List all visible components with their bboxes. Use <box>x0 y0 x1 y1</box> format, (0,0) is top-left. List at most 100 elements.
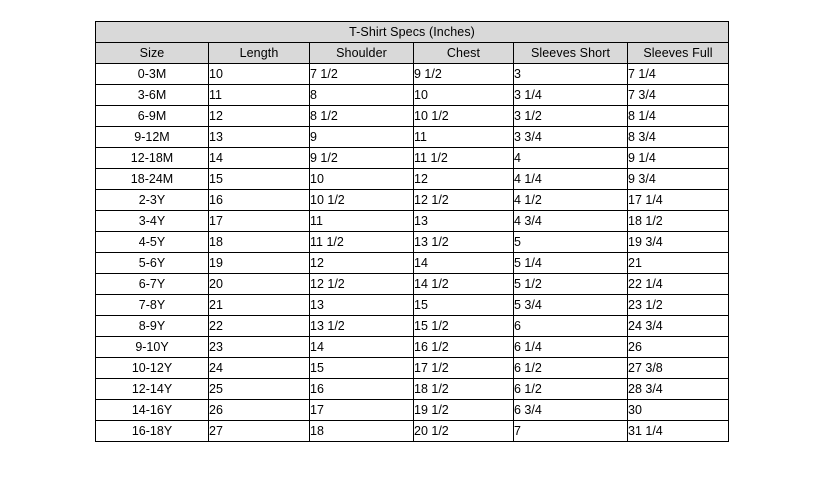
table-row: 0-3M 10 7 1/2 9 1/2 3 7 1/4 <box>95 63 730 85</box>
cell-chest: 14 1/2 <box>413 273 514 295</box>
cell-sleeves_full: 17 1/4 <box>626 189 730 211</box>
cell-length: 17 <box>208 210 310 232</box>
cell-length: 20 <box>208 273 310 295</box>
cell-sleeves_full: 24 3/4 <box>626 315 730 337</box>
cell-sleeves_full: 9 1/4 <box>626 147 730 169</box>
cell-size: 12-18M <box>95 147 209 169</box>
cell-size: 7-8Y <box>95 294 209 316</box>
cell-shoulder: 10 1/2 <box>309 189 414 211</box>
table-title-row: T-Shirt Specs (Inches) <box>94 21 730 43</box>
cell-sleeves_short: 3 3/4 <box>513 126 628 148</box>
table-row: 9-12M 13 9 11 3 3/4 8 3/4 <box>95 126 730 148</box>
table-row: 2-3Y 16 10 1/2 12 1/2 4 1/2 17 1/4 <box>95 189 730 211</box>
cell-length: 27 <box>208 420 310 442</box>
cell-sleeves_short: 3 1/2 <box>513 105 628 127</box>
cell-sleeves_short: 7 <box>513 420 628 442</box>
cell-size: 0-3M <box>95 63 209 85</box>
cell-sleeves_full: 8 3/4 <box>626 126 730 148</box>
cell-shoulder: 11 <box>309 210 414 232</box>
cell-sleeves_full: 31 1/4 <box>626 420 730 442</box>
cell-shoulder: 13 1/2 <box>309 315 414 337</box>
cell-length: 24 <box>208 357 310 379</box>
table-title: T-Shirt Specs (Inches) <box>94 21 730 43</box>
cell-chest: 18 1/2 <box>413 378 514 400</box>
table-row: 7-8Y 21 13 15 5 3/4 23 1/2 <box>95 294 730 316</box>
cell-sleeves_short: 6 <box>513 315 628 337</box>
cell-sleeves_full: 28 3/4 <box>626 378 730 400</box>
cell-length: 25 <box>208 378 310 400</box>
cell-length: 16 <box>208 189 310 211</box>
cell-sleeves_full: 9 3/4 <box>626 168 730 190</box>
cell-chest: 17 1/2 <box>413 357 514 379</box>
cell-shoulder: 8 <box>309 84 414 106</box>
cell-length: 14 <box>208 147 310 169</box>
cell-chest: 10 1/2 <box>413 105 514 127</box>
cell-sleeves_full: 23 1/2 <box>626 294 730 316</box>
cell-sleeves_full: 22 1/4 <box>626 273 730 295</box>
cell-shoulder: 11 1/2 <box>309 231 414 253</box>
table-header-row: Size Length Shoulder Chest Sleeves Short Slee… <box>95 42 730 64</box>
cell-chest: 19 1/2 <box>413 399 514 421</box>
cell-size: 10-12Y <box>95 357 209 379</box>
table-row: 18-24M 15 10 12 4 1/4 9 3/4 <box>95 168 730 190</box>
table-row: 10-12Y 24 15 17 1/2 6 1/2 27 3/8 <box>95 357 730 379</box>
cell-sleeves_full: 7 3/4 <box>626 84 730 106</box>
cell-shoulder: 8 1/2 <box>309 105 414 127</box>
cell-chest: 11 <box>413 126 514 148</box>
cell-length: 15 <box>208 168 310 190</box>
cell-chest: 20 1/2 <box>413 420 514 442</box>
column-header-size: Size <box>95 42 209 64</box>
cell-shoulder: 17 <box>309 399 414 421</box>
cell-size: 18-24M <box>95 168 209 190</box>
cell-shoulder: 10 <box>309 168 414 190</box>
cell-length: 23 <box>208 336 310 358</box>
cell-sleeves_short: 4 3/4 <box>513 210 628 232</box>
cell-size: 3-6M <box>95 84 209 106</box>
cell-size: 2-3Y <box>95 189 209 211</box>
table-head: T-Shirt Specs (Inches) Size Length Shoulde… <box>94 21 730 64</box>
cell-chest: 13 1/2 <box>413 231 514 253</box>
cell-shoulder: 14 <box>309 336 414 358</box>
cell-chest: 16 1/2 <box>413 336 514 358</box>
table-body: 0-3M 10 7 1/2 9 1/2 3 7 1/4 3-6M 11 8 10 3 1/4 7 3/… <box>95 63 730 442</box>
tshirt-specs-table: T-Shirt Specs (Inches) Size Length Shoulde… <box>94 21 730 442</box>
cell-length: 19 <box>208 252 310 274</box>
cell-size: 4-5Y <box>95 231 209 253</box>
table-row: 6-7Y 20 12 1/2 14 1/2 5 1/2 22 1/4 <box>95 273 730 295</box>
column-header-chest: Chest <box>413 42 514 64</box>
cell-shoulder: 9 <box>309 126 414 148</box>
cell-chest: 15 1/2 <box>413 315 514 337</box>
cell-size: 14-16Y <box>95 399 209 421</box>
cell-shoulder: 15 <box>309 357 414 379</box>
cell-length: 22 <box>208 315 310 337</box>
cell-length: 12 <box>208 105 310 127</box>
cell-chest: 12 1/2 <box>413 189 514 211</box>
cell-sleeves_full: 19 3/4 <box>626 231 730 253</box>
cell-length: 11 <box>208 84 310 106</box>
cell-sleeves_full: 21 <box>626 252 730 274</box>
size-chart-container: T-Shirt Specs (Inches) Size Length Shoulde… <box>94 21 730 442</box>
cell-chest: 14 <box>413 252 514 274</box>
cell-sleeves_short: 4 1/4 <box>513 168 628 190</box>
cell-sleeves_short: 6 1/2 <box>513 378 628 400</box>
cell-chest: 10 <box>413 84 514 106</box>
table-row: 9-10Y 23 14 16 1/2 6 1/4 26 <box>95 336 730 358</box>
cell-size: 9-12M <box>95 126 209 148</box>
cell-chest: 11 1/2 <box>413 147 514 169</box>
cell-sleeves_short: 6 1/4 <box>513 336 628 358</box>
cell-size: 3-4Y <box>95 210 209 232</box>
cell-shoulder: 12 <box>309 252 414 274</box>
cell-length: 13 <box>208 126 310 148</box>
cell-shoulder: 12 1/2 <box>309 273 414 295</box>
table-row: 12-14Y 25 16 18 1/2 6 1/2 28 3/4 <box>95 378 730 400</box>
table-row: 6-9M 12 8 1/2 10 1/2 3 1/2 8 1/4 <box>95 105 730 127</box>
cell-size: 8-9Y <box>95 315 209 337</box>
table-row: 8-9Y 22 13 1/2 15 1/2 6 24 3/4 <box>95 315 730 337</box>
cell-chest: 15 <box>413 294 514 316</box>
cell-shoulder: 18 <box>309 420 414 442</box>
column-header-sleeves_full: Sleeves Full <box>626 42 730 64</box>
cell-shoulder: 7 1/2 <box>309 63 414 85</box>
column-header-length: Length <box>208 42 310 64</box>
cell-sleeves_full: 30 <box>626 399 730 421</box>
cell-length: 21 <box>208 294 310 316</box>
